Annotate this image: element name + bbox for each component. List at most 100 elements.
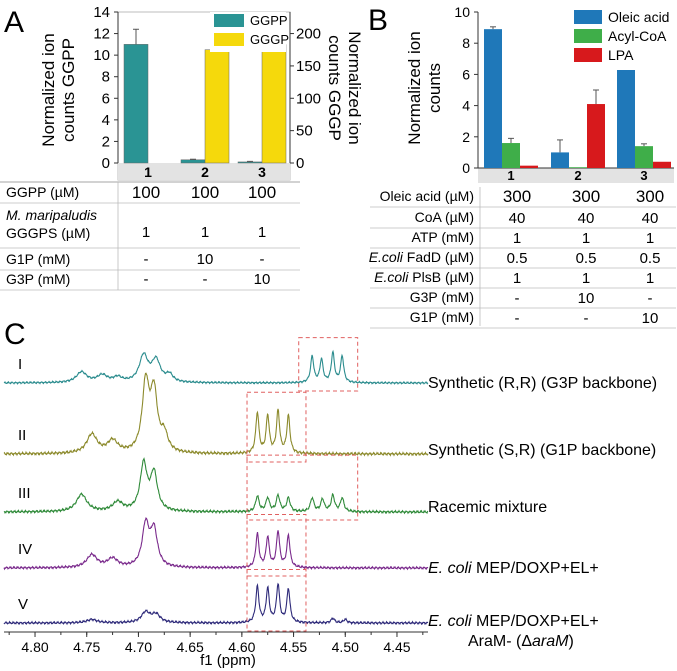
spectrum-label-line2: AraM- (ΔaraM) <box>468 633 574 650</box>
panel-a-letter: A <box>4 6 24 39</box>
panel-a-right-tick-label: 200 <box>296 26 321 43</box>
panel-b-category-label: 1 <box>507 168 514 183</box>
panel-b-table-cell: 40 <box>642 210 659 227</box>
panel-b-table-cell: - <box>515 310 520 327</box>
panel-b-table-row-label: E.coli FadD (µM) <box>369 249 474 265</box>
panel-b-table-row-label: ATP (mM) <box>412 229 474 245</box>
panel-b-table-row-label: CoA (µM) <box>415 209 474 225</box>
spectrum-numeral: V <box>18 596 28 613</box>
spectrum-trace-v <box>3 582 429 626</box>
panel-a-left-tick-label: 8 <box>102 69 110 86</box>
spectrum-numeral: III <box>18 485 31 502</box>
panel-b-table-cell: 300 <box>572 187 600 206</box>
panel-b-table-cell: 1 <box>582 230 590 247</box>
panel-a-category-label: 3 <box>258 164 266 180</box>
spectrum-trace-iv <box>3 517 429 571</box>
panel-a-table-row-label: GGGPS (µM) <box>6 225 90 241</box>
panel-c-tick-label: 4.45 <box>383 639 410 655</box>
panel-b-bar-oleic-acid <box>551 152 569 168</box>
panel-b-tick-label: 4 <box>462 98 470 114</box>
panel-a-table-row-label: G1P (mM) <box>6 251 70 267</box>
panel-a-left-tick-label: 0 <box>102 155 110 172</box>
panel-b-tick-label: 8 <box>462 35 470 51</box>
panel-b-table-cell: 1 <box>513 270 521 287</box>
spectrum-numeral: II <box>18 427 26 444</box>
panel-a-left-tick-label: 6 <box>102 90 110 107</box>
panel-c-letter: C <box>4 318 26 351</box>
panel-b-tick-label: 0 <box>462 160 470 176</box>
panel-a-table-cell: 100 <box>248 183 276 202</box>
panel-a-table-cell: 10 <box>254 271 271 288</box>
panel-a-legend-swatch <box>214 14 244 27</box>
panel-a-legend-label: GGPP <box>250 13 288 28</box>
panel-b-table-row-label: E.coli PlsB (µM) <box>374 269 474 285</box>
panel-b-category-strip <box>478 168 674 183</box>
panel-b-category-label: 3 <box>640 168 647 183</box>
panel-a-category-strip <box>118 163 290 180</box>
spectrum-numeral: I <box>18 356 22 373</box>
panel-b-bar-oleic-acid <box>617 65 635 168</box>
panel-a-table-cell: 10 <box>197 251 214 268</box>
panel-b-bar-acyl-coa <box>502 143 520 168</box>
spectrum-label: Racemic mixture <box>428 499 547 516</box>
panel-b-table-cell: 0.5 <box>576 250 597 267</box>
panel-b-bar-oleic-acid <box>484 29 502 168</box>
panel-a-table-cell: 1 <box>142 224 150 241</box>
panel-b-table-row-label: Oleic acid (µM) <box>380 188 474 204</box>
panel-b-bar-lpa <box>653 161 671 168</box>
panel-c-tick-label: 4.65 <box>177 639 204 655</box>
panel-a-table-cell: 1 <box>201 224 209 241</box>
panel-a-right-tick-label: 0 <box>296 155 304 172</box>
spectrum-highlight-box <box>246 568 307 632</box>
panel-b-table-cell: - <box>648 290 653 307</box>
panel-b-table-cell: 40 <box>578 210 595 227</box>
panel-b-table-cell: 0.5 <box>640 250 661 267</box>
panel-b-table: Oleic acid (µM) 300 300 300 CoA (µM) 40 40 40 AT… <box>369 187 676 329</box>
panel-a-table-cell: - <box>144 251 149 268</box>
panel-b-legend-swatch <box>574 48 602 62</box>
panel-b-table-cell: 1 <box>513 230 521 247</box>
spectrum-trace-ii <box>3 372 429 457</box>
panel-b-bar-acyl-coa <box>569 167 587 168</box>
spectrum-label: Synthetic (S,R) (G1P backbone) <box>428 442 656 459</box>
panel-a-bar-ggpp <box>180 159 206 164</box>
panel-a-table-row-label: M. maripaludis <box>6 207 97 223</box>
panel-b-table-cell: - <box>515 290 520 307</box>
panel-b-legend-label: LPA <box>608 47 634 63</box>
panel-b-table-cell: 300 <box>503 187 531 206</box>
panel-a-table-cell: - <box>203 271 208 288</box>
panel-a-table-cell: - <box>144 271 149 288</box>
panel-a-table-row-label: G3P (mM) <box>6 271 70 287</box>
panel-b-table-row-label: G3P (mM) <box>410 289 474 305</box>
panel-c-tick-label: 4.50 <box>332 639 359 655</box>
panel-b-table-cell: 40 <box>509 210 526 227</box>
panel-a-right-tick-label: 50 <box>296 123 313 140</box>
panel-b-bar-lpa <box>520 165 538 168</box>
panel-a-table-cell: 100 <box>132 183 160 202</box>
panel-a-legend-swatch <box>214 33 244 46</box>
panel-a-left-tick-label: 12 <box>93 26 110 43</box>
panel-a-table: GGPP (µM) 100 100 100 M. maripaludis GGGPS (µ… <box>0 181 300 291</box>
panel-c-tick-label: 4.80 <box>21 639 48 655</box>
panel-a-ylabel-right-line1: Normalized ion <box>345 31 364 144</box>
spectrum-label: Synthetic (R,R) (G3P backbone) <box>428 375 657 392</box>
panel-c-xlabel: f1 (ppm) <box>200 652 256 669</box>
panel-b-table-cell: - <box>584 310 589 327</box>
panel-b-legend-swatch <box>574 29 602 43</box>
panel-a-left-tick-label: 4 <box>102 112 110 129</box>
panel-a-bar-gggp <box>204 49 230 164</box>
panel-b-table-cell: 1 <box>646 230 654 247</box>
spectrum-label: E. coli MEP/DOXP+EL+ <box>428 560 599 577</box>
panel-b-ylabel-line2: counts <box>425 63 444 113</box>
panel-b-table-cell: 10 <box>578 290 595 307</box>
spectrum-trace-i <box>3 349 429 386</box>
panel-a-bar-gggp <box>261 44 287 164</box>
panel-b-category-label: 2 <box>574 168 581 183</box>
panel-b-letter: B <box>368 4 388 37</box>
panel-a-bar-ggpp <box>237 161 263 164</box>
panel-c-tick-label: 4.70 <box>125 639 152 655</box>
panel-b-table-cell: 1 <box>646 270 654 287</box>
panel-b-table-cell: 300 <box>636 187 664 206</box>
